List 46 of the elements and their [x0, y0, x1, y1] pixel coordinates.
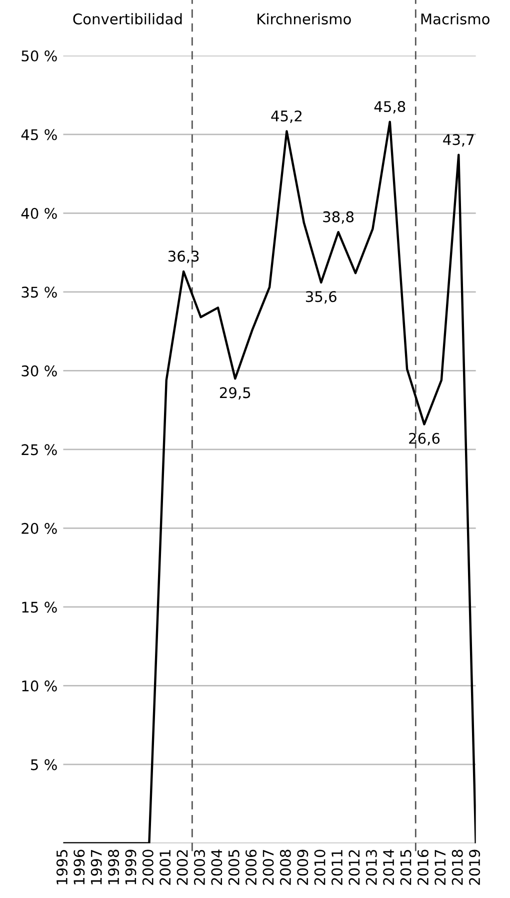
- x-tick-label: 1999: [125, 850, 136, 884]
- x-tick-label: 2012: [348, 850, 360, 885]
- data-label: 38,8: [323, 211, 354, 224]
- x-tick-label: 2000: [142, 850, 154, 885]
- y-tick-label: 40 %: [21, 208, 57, 219]
- data-label: 26,6: [409, 432, 440, 446]
- data-label: 35,6: [306, 291, 336, 304]
- y-tick-label: 35 %: [22, 286, 57, 298]
- y-tick-label: 15 %: [22, 602, 57, 613]
- x-tick-label: 2002: [176, 850, 188, 885]
- x-tick-label: 2008: [280, 850, 291, 885]
- text: Macrismo: [421, 13, 490, 24]
- x-tick-label: 2016: [417, 850, 428, 885]
- x-tick-label: 2005: [228, 850, 240, 885]
- text: Convertibilidad: [73, 13, 182, 24]
- x-tick-label: 2004: [211, 850, 222, 885]
- x-tick-label: 2017: [434, 850, 446, 885]
- y-tick-label: 10 %: [22, 680, 57, 692]
- x-tick-label: 2006: [246, 850, 257, 885]
- x-tick-label: 2007: [262, 850, 274, 885]
- x-tick-label: 2014: [383, 850, 394, 885]
- x-tick-label: 2010: [314, 850, 326, 885]
- x-tick-label: 1996: [74, 850, 85, 884]
- x-tick-label: 2013: [366, 850, 377, 885]
- y-tick-label: 25 %: [22, 444, 57, 456]
- x-tick-label: 1998: [108, 850, 120, 884]
- text: Kirchnerismo: [258, 13, 351, 24]
- data-label: 43,7: [443, 134, 474, 147]
- y-tick-label: 45 %: [21, 129, 57, 140]
- x-tick-label: 2018: [452, 850, 463, 885]
- x-tick-label: 2009: [297, 850, 308, 885]
- data-label: 29,5: [220, 387, 250, 400]
- y-tick-label: 50 %: [22, 50, 57, 62]
- data-label: 45,2: [271, 110, 302, 123]
- x-tick-label: 2019: [469, 850, 480, 885]
- x-tick-label: 2011: [332, 850, 343, 885]
- y-tick-label: 20 %: [22, 522, 57, 534]
- data-label: 45,8: [374, 101, 406, 114]
- x-tick-label: 2001: [160, 850, 171, 885]
- x-tick-label: 2015: [400, 850, 412, 885]
- x-tick-label: 1995: [56, 850, 68, 884]
- x-tick-label: 1997: [90, 850, 102, 884]
- data-label: 36,3: [168, 250, 199, 264]
- y-tick-label: 30 %: [22, 365, 57, 376]
- x-tick-label: 2003: [194, 850, 205, 885]
- y-tick-label: 5 %: [31, 759, 57, 770]
